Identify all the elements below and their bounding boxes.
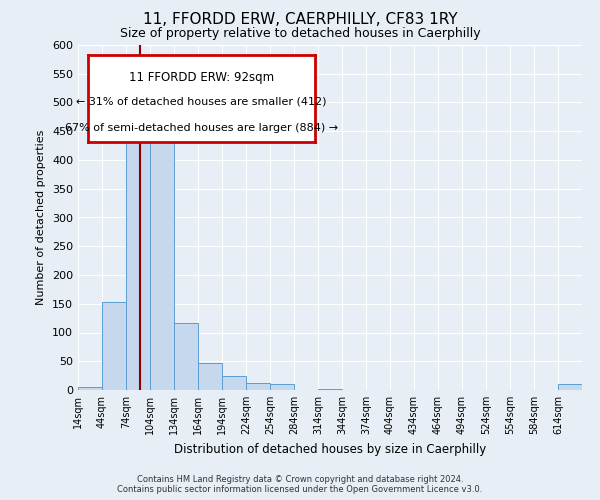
Y-axis label: Number of detached properties: Number of detached properties	[37, 130, 46, 305]
Bar	[102, 302, 126, 390]
X-axis label: Distribution of detached houses by size in Caerphilly: Distribution of detached houses by size …	[174, 442, 486, 456]
Bar	[270, 384, 294, 390]
Bar	[558, 384, 582, 390]
Bar	[78, 387, 102, 390]
Bar	[150, 110, 174, 390]
Bar	[198, 363, 222, 390]
Text: 11, FFORDD ERW, CAERPHILLY, CF83 1RY: 11, FFORDD ERW, CAERPHILLY, CF83 1RY	[143, 12, 457, 28]
Bar	[222, 376, 246, 390]
Text: Size of property relative to detached houses in Caerphilly: Size of property relative to detached ho…	[119, 28, 481, 40]
Text: Contains HM Land Registry data © Crown copyright and database right 2024.
Contai: Contains HM Land Registry data © Crown c…	[118, 474, 482, 494]
Bar	[126, 126, 150, 390]
Bar	[246, 382, 270, 390]
Bar	[174, 322, 198, 390]
